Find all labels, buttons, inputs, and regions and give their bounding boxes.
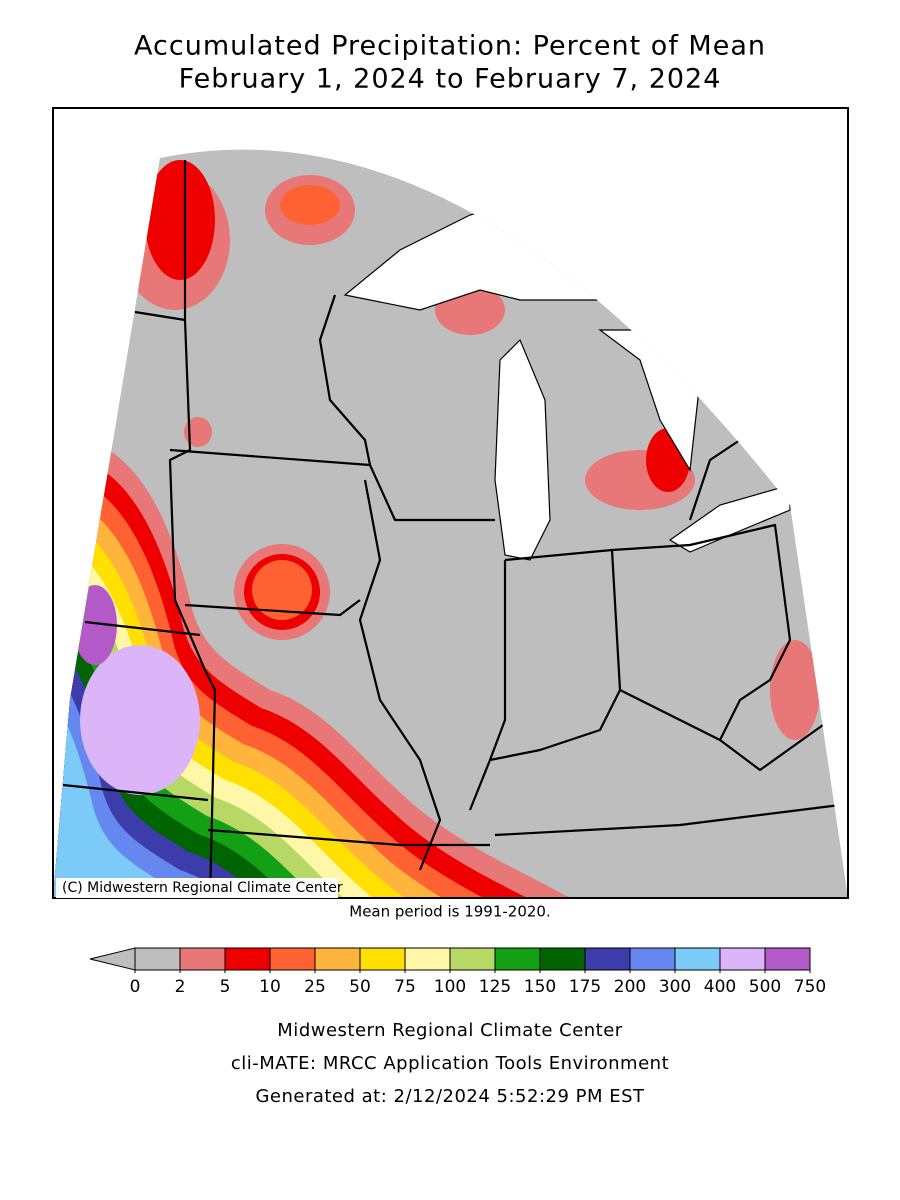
legend-tick-label: 25 xyxy=(304,977,326,997)
blob xyxy=(770,640,820,740)
legend-tick-label: 0 xyxy=(130,977,141,997)
border xyxy=(169,448,495,522)
footer-line: cli-MATE: MRCC Application Tools Environ… xyxy=(231,1053,669,1074)
title-line: Accumulated Precipitation: Percent of Me… xyxy=(134,31,766,62)
legend-tick-label: 200 xyxy=(614,977,646,997)
band xyxy=(53,643,471,898)
legend-tick-label: 100 xyxy=(434,977,466,997)
legend-swatch xyxy=(404,947,451,971)
legend-swatch xyxy=(764,947,811,971)
blob xyxy=(80,645,200,795)
note: Mean period is 1991-2020. xyxy=(349,903,550,921)
border xyxy=(62,783,209,802)
legend-swatch xyxy=(494,947,541,971)
legend: 0 2 5 10 25 50 75 100 125 150 175 200 300 400 500 750 xyxy=(89,947,826,997)
border xyxy=(494,803,841,837)
border xyxy=(134,310,186,322)
blob xyxy=(145,160,215,280)
border xyxy=(318,294,372,466)
legend-tick-label: 2 xyxy=(175,977,186,997)
legend-swatch xyxy=(179,947,226,971)
border xyxy=(489,548,622,762)
legend-swatch xyxy=(449,947,496,971)
blob xyxy=(280,185,340,225)
legend-swatch xyxy=(359,947,406,971)
border xyxy=(358,479,442,871)
legend-tick-label: 750 xyxy=(794,977,826,997)
legend-swatch xyxy=(629,947,676,971)
legend-swatch xyxy=(314,947,361,971)
blob xyxy=(184,417,212,447)
border xyxy=(184,599,361,617)
border xyxy=(207,828,490,847)
legend-under xyxy=(89,947,136,971)
legend-tick-label: 500 xyxy=(749,977,781,997)
map-frame xyxy=(52,107,849,899)
legend-tick-label: 5 xyxy=(220,977,231,997)
copyright-box xyxy=(56,878,338,898)
legend-tick-label: 400 xyxy=(704,977,736,997)
legend-tick-label: 175 xyxy=(569,977,601,997)
legend-tick-label: 125 xyxy=(479,977,511,997)
border xyxy=(611,523,831,772)
legend-swatch xyxy=(539,947,586,971)
map: (C) Midwestern Regional Climate Center xyxy=(52,107,849,899)
legend-swatch xyxy=(584,947,631,971)
footer-line: Generated at: 2/12/2024 5:52:29 PM EST xyxy=(255,1086,645,1107)
border xyxy=(168,160,217,898)
lake xyxy=(494,338,551,561)
legend-swatch xyxy=(269,947,316,971)
legend-tick-label: 50 xyxy=(349,977,371,997)
legend-tick-label: 10 xyxy=(259,977,281,997)
border xyxy=(84,620,201,637)
legend-swatch xyxy=(674,947,721,971)
legend-swatch xyxy=(224,947,271,971)
lake xyxy=(668,484,791,553)
title-line: February 1, 2024 to February 7, 2024 xyxy=(179,64,722,95)
legend-tick-label: 300 xyxy=(659,977,691,997)
legend-swatch xyxy=(134,947,181,971)
border xyxy=(619,689,721,741)
copyright: (C) Midwestern Regional Climate Center xyxy=(62,880,343,896)
legend-tick-label: 150 xyxy=(524,977,556,997)
border xyxy=(468,560,507,811)
legend-tick-label: 75 xyxy=(394,977,416,997)
blob xyxy=(252,560,312,620)
legend-swatch xyxy=(719,947,766,971)
footer-line: Midwestern Regional Climate Center xyxy=(277,1020,623,1041)
